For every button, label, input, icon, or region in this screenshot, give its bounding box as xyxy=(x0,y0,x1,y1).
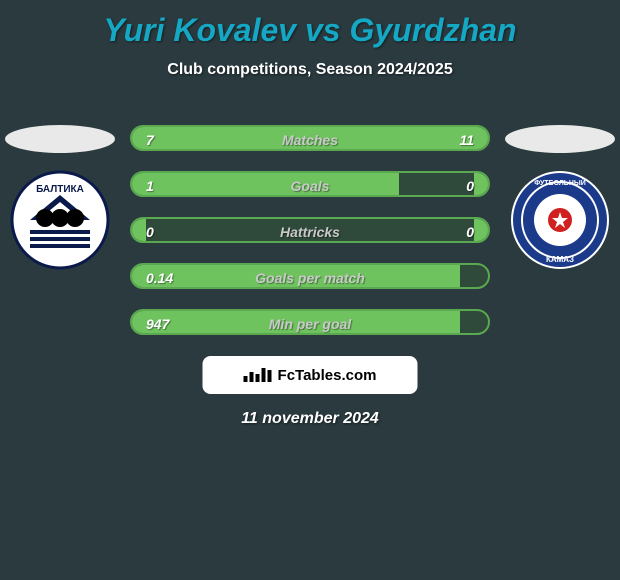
stat-row: Hattricks0 0 xyxy=(130,217,490,243)
stats-table: Matches711Goals10Hattricks00Goals per ma… xyxy=(130,125,490,355)
stat-label: Min per goal xyxy=(132,311,488,335)
stat-label: Goals per match xyxy=(132,265,488,289)
stat-label: Hattricks xyxy=(132,219,488,243)
stat-left-value: 1 xyxy=(146,173,154,197)
stat-label: Matches xyxy=(132,127,488,151)
stat-row: Goals per match0.14 xyxy=(130,263,490,289)
chart-icon xyxy=(244,368,272,382)
stat-left-value: 0.14 xyxy=(146,265,173,289)
stat-row: Goals1 0 xyxy=(130,171,490,197)
stat-right-value: 0 xyxy=(466,173,474,197)
kamaz-logo-icon: ФУТБОЛЬНЫЙ КАМАЗ xyxy=(510,170,610,270)
player-right-silhouette xyxy=(505,125,615,153)
baltika-logo-icon: БАЛТИКА xyxy=(10,170,110,270)
stat-row: Matches7 11 xyxy=(130,125,490,151)
brand-badge: FcTables.com xyxy=(203,356,418,394)
stat-right-value: 0 xyxy=(466,219,474,243)
svg-text:ФУТБОЛЬНЫЙ: ФУТБОЛЬНЫЙ xyxy=(534,178,586,187)
stat-left-value: 7 xyxy=(146,127,154,151)
club-logo-right: ФУТБОЛЬНЫЙ КАМАЗ xyxy=(510,170,610,270)
brand-text: FcTables.com xyxy=(278,367,377,384)
club-logo-left: БАЛТИКА xyxy=(10,170,110,270)
stat-left-value: 947 xyxy=(146,311,169,335)
subtitle: Club competitions, Season 2024/2025 xyxy=(0,61,620,79)
player-left-silhouette xyxy=(5,125,115,153)
date-text: 11 november 2024 xyxy=(0,410,620,428)
page-title: Yuri Kovalev vs Gyurdzhan xyxy=(0,0,620,49)
svg-text:КАМАЗ: КАМАЗ xyxy=(546,255,574,264)
svg-text:БАЛТИКА: БАЛТИКА xyxy=(36,184,84,195)
stat-left-value: 0 xyxy=(146,219,154,243)
stat-row: Min per goal947 xyxy=(130,309,490,335)
stat-right-value: 11 xyxy=(459,127,474,151)
comparison-infographic: Yuri Kovalev vs Gyurdzhan Club competiti… xyxy=(0,0,620,580)
stat-label: Goals xyxy=(132,173,488,197)
